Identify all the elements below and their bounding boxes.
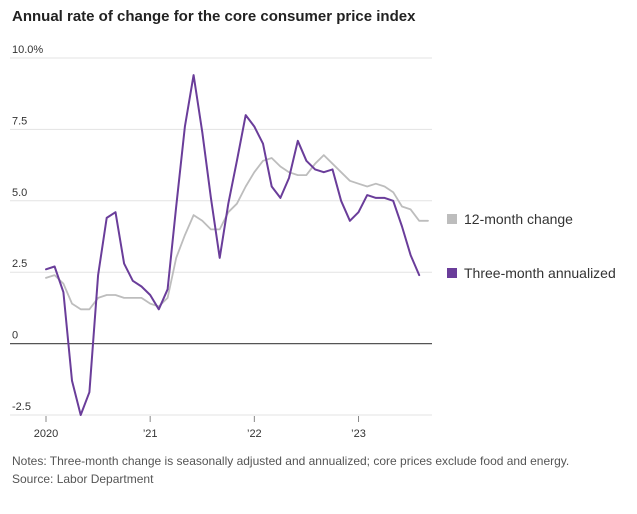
chart-notes: Notes: Three-month change is seasonally … (12, 452, 569, 488)
legend-swatch (447, 214, 457, 224)
y-tick-label: 5.0 (12, 187, 27, 199)
legend-swatch (447, 268, 457, 278)
series-line-12-month (45, 154, 429, 311)
x-tick-label: ’23 (351, 428, 366, 440)
legend-label: 12-month change (464, 211, 573, 227)
y-tick-label: 0 (12, 330, 18, 342)
x-tick-label: ’21 (143, 428, 158, 440)
y-tick-label: 2.5 (12, 258, 27, 270)
notes-text: Notes: Three-month change is seasonally … (12, 454, 570, 468)
series-line-three-month (45, 74, 421, 416)
series-layer (45, 74, 429, 416)
legend-label: Three-month annualized (464, 265, 616, 281)
y-tick-label: -2.5 (12, 401, 31, 413)
y-tick-label: 7.5 (12, 115, 27, 127)
legend: 12-month change Three-month annualized (447, 211, 616, 281)
grid-layer: 10.0% 7.5 5.0 2.5 0 -2.5 (10, 44, 432, 416)
line-chart: 10.0% 7.5 5.0 2.5 0 -2.5 2020 ’21 ’22 ’23 12-mon… (10, 44, 616, 440)
x-tick-label: ’22 (247, 428, 262, 440)
x-axis-ticks: 2020 ’21 ’22 ’23 (34, 416, 366, 440)
chart-title: Annual rate of change for the core consu… (12, 8, 416, 25)
y-tick-label: 10.0% (12, 44, 43, 56)
source-text: Source: Labor Department (12, 472, 154, 486)
x-tick-label: 2020 (34, 428, 58, 440)
